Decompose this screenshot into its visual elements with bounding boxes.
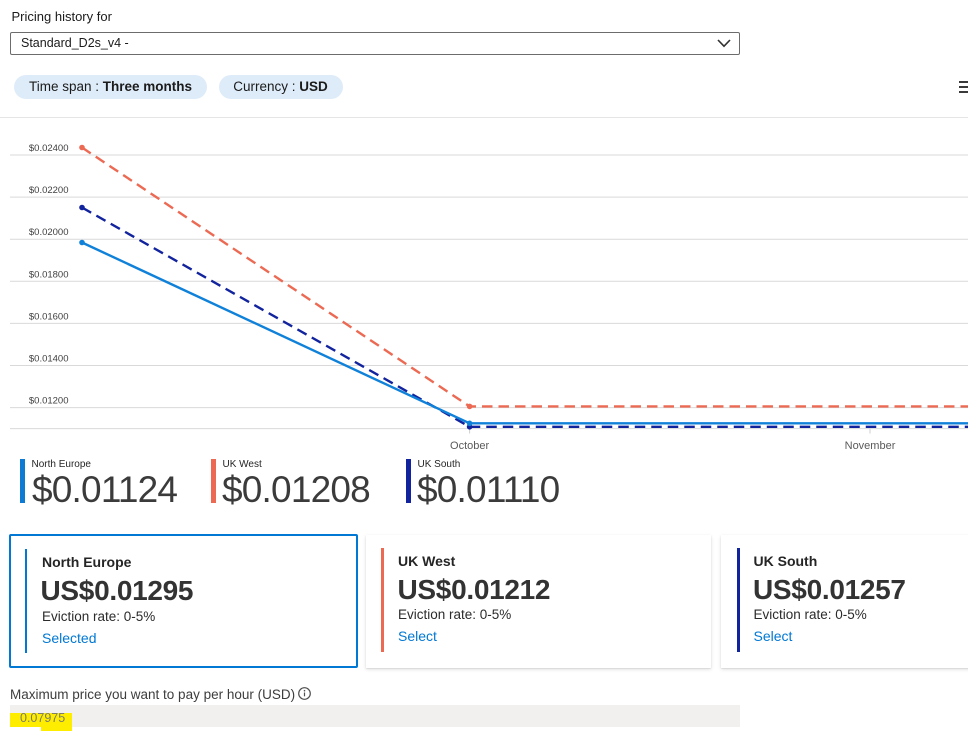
svg-text:$0.02400: $0.02400 — [29, 143, 69, 154]
svg-text:$0.01200: $0.01200 — [29, 396, 69, 407]
svg-text:November: November — [845, 440, 896, 452]
svg-text:$0.01600: $0.01600 — [29, 311, 69, 322]
svg-text:$0.02200: $0.02200 — [29, 185, 69, 196]
svg-text:$0.01800: $0.01800 — [29, 269, 69, 280]
svg-text:$0.02000: $0.02000 — [29, 227, 69, 238]
svg-text:$0.01400: $0.01400 — [29, 354, 69, 365]
svg-text:October: October — [450, 440, 489, 452]
